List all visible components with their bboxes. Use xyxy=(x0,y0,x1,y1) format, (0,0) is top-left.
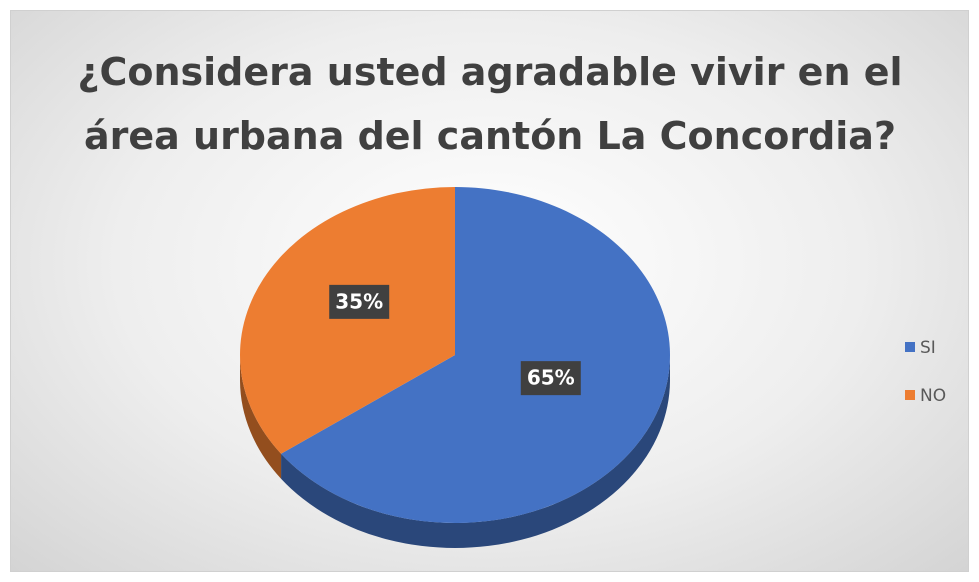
legend-swatch xyxy=(905,390,915,400)
pie-side xyxy=(240,355,282,479)
data-label: 65% xyxy=(527,366,575,390)
pie-side xyxy=(281,355,670,549)
legend-label: NO xyxy=(920,386,946,406)
data-label-box xyxy=(329,284,390,319)
data-label-box xyxy=(520,361,581,396)
chart-title: ¿Considera usted agradable vivir en el á… xyxy=(77,50,903,158)
pie-slice xyxy=(240,187,455,454)
pie-slice xyxy=(281,187,670,523)
data-label: 35% xyxy=(335,289,383,313)
legend-swatch xyxy=(905,342,915,352)
legend-label: SI xyxy=(920,338,936,358)
